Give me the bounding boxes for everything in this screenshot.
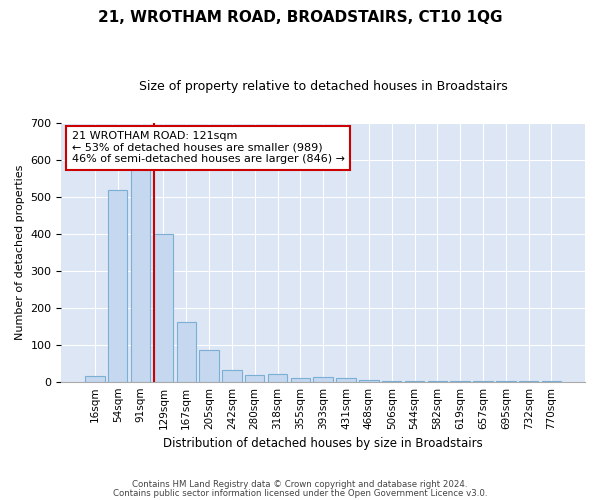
Bar	[222, 370, 242, 382]
Bar	[405, 380, 424, 382]
Bar	[496, 381, 515, 382]
Text: Contains public sector information licensed under the Open Government Licence v3: Contains public sector information licen…	[113, 490, 487, 498]
Bar	[359, 380, 379, 382]
Bar	[268, 374, 287, 382]
Bar	[176, 322, 196, 382]
Bar	[473, 380, 493, 382]
Bar	[428, 380, 447, 382]
X-axis label: Distribution of detached houses by size in Broadstairs: Distribution of detached houses by size …	[163, 437, 483, 450]
Title: Size of property relative to detached houses in Broadstairs: Size of property relative to detached ho…	[139, 80, 508, 93]
Bar	[245, 374, 265, 382]
Bar	[382, 380, 401, 382]
Bar	[290, 378, 310, 382]
Bar	[154, 234, 173, 382]
Text: Contains HM Land Registry data © Crown copyright and database right 2024.: Contains HM Land Registry data © Crown c…	[132, 480, 468, 489]
Bar	[313, 378, 333, 382]
Text: 21, WROTHAM ROAD, BROADSTAIRS, CT10 1QG: 21, WROTHAM ROAD, BROADSTAIRS, CT10 1QG	[98, 10, 502, 25]
Bar	[131, 168, 150, 382]
Y-axis label: Number of detached properties: Number of detached properties	[15, 165, 25, 340]
Bar	[85, 376, 104, 382]
Text: 21 WROTHAM ROAD: 121sqm
← 53% of detached houses are smaller (989)
46% of semi-d: 21 WROTHAM ROAD: 121sqm ← 53% of detache…	[72, 131, 345, 164]
Bar	[337, 378, 356, 382]
Bar	[108, 190, 127, 382]
Bar	[199, 350, 219, 382]
Bar	[451, 380, 470, 382]
